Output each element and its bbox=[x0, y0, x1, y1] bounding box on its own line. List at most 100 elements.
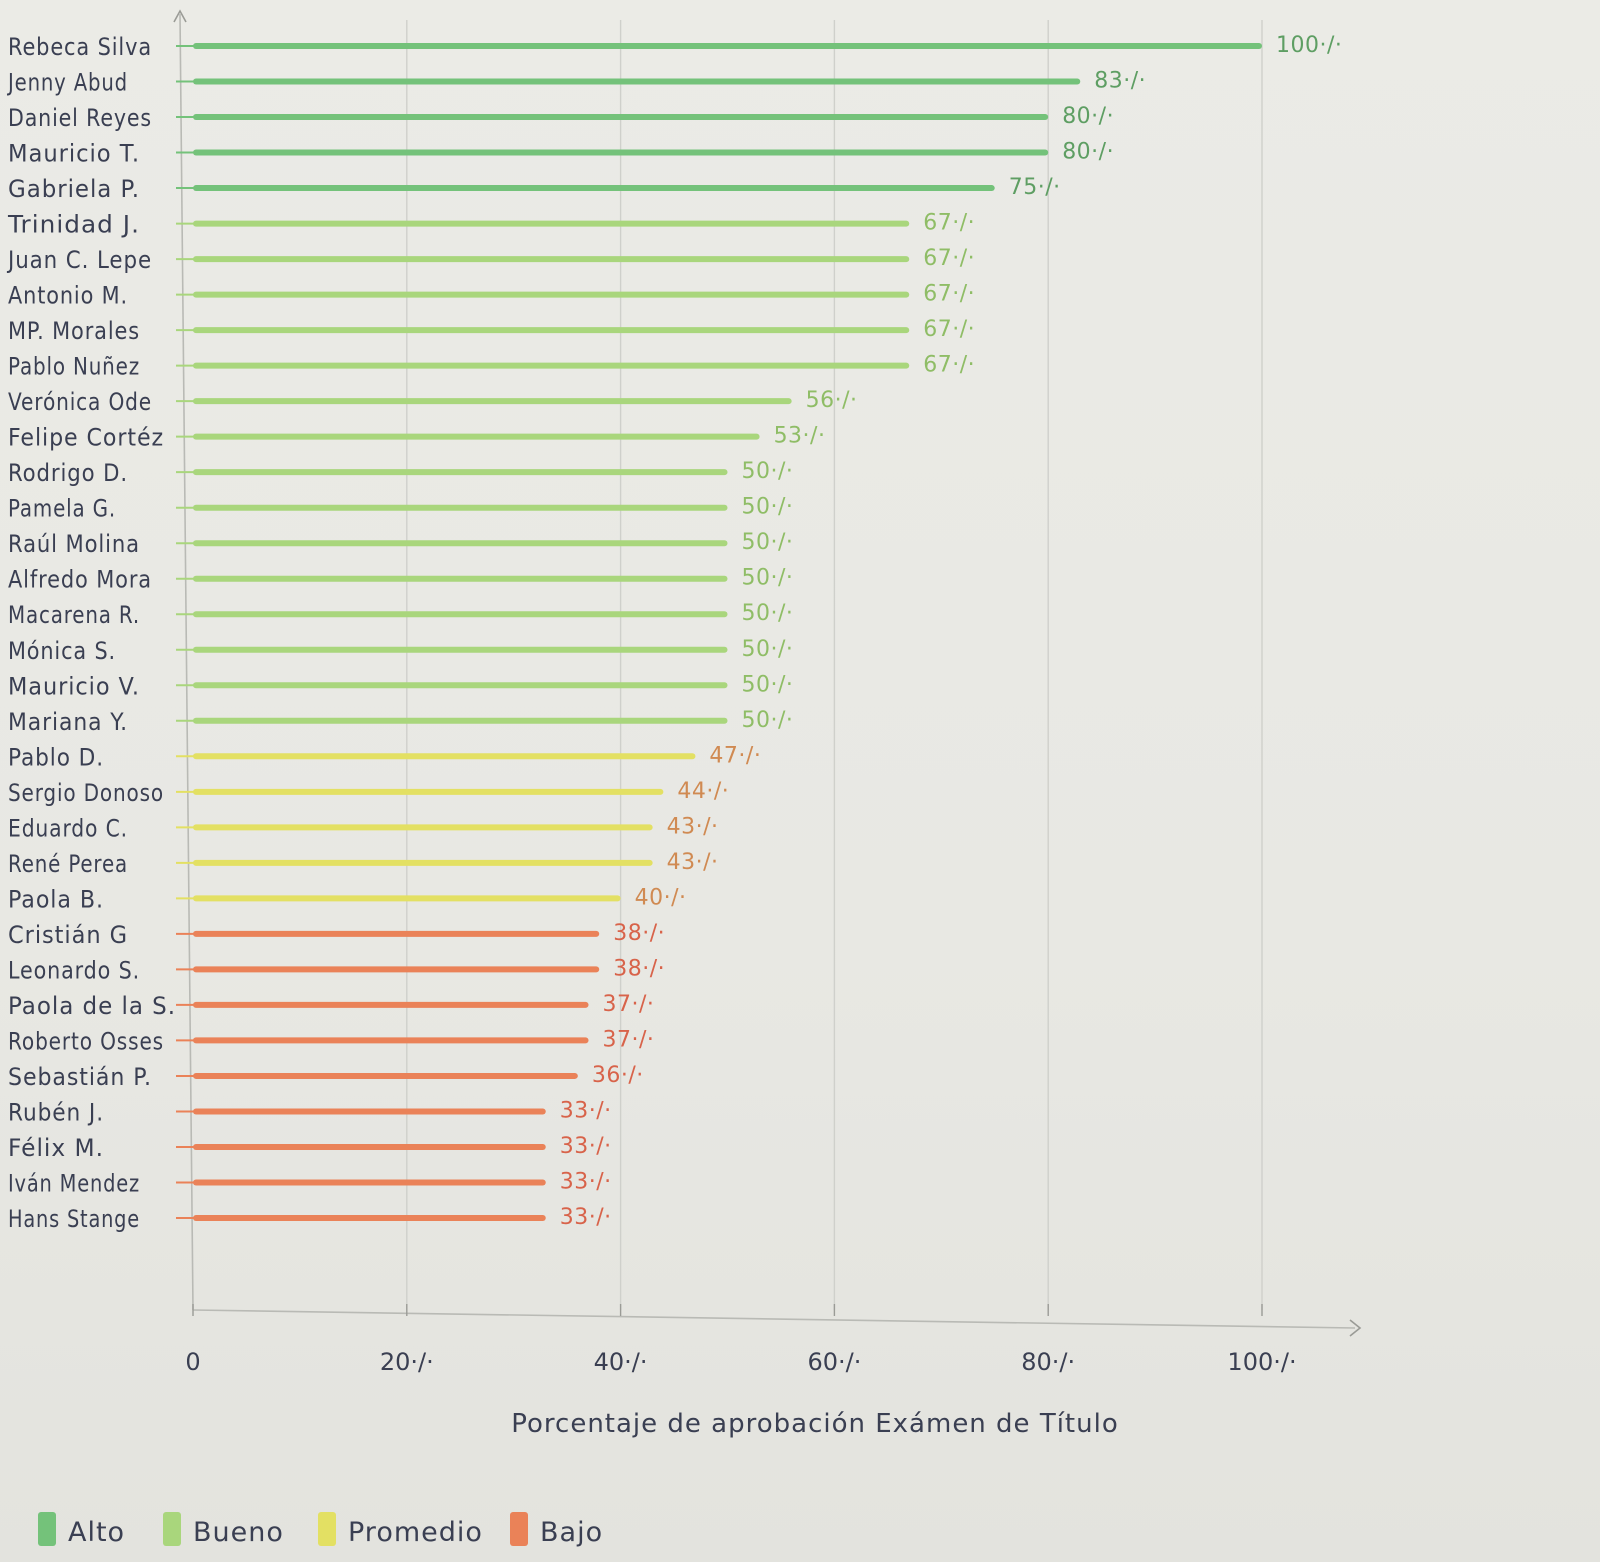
bar bbox=[193, 930, 600, 937]
category-label: Rubén J. bbox=[8, 1098, 104, 1126]
data-labels: 100·/·83·/·80·/·80·/·75·/·67·/·67·/·67·/… bbox=[560, 33, 1342, 1230]
grid-lines bbox=[406, 20, 1263, 1310]
bar bbox=[193, 256, 910, 263]
category-label: MP. Morales bbox=[8, 317, 140, 345]
bar bbox=[193, 611, 728, 618]
data-label: 80·/· bbox=[1062, 140, 1114, 165]
bar bbox=[193, 1215, 546, 1221]
bar bbox=[193, 291, 910, 298]
legend-swatch bbox=[510, 1512, 528, 1546]
x-axis-arrow bbox=[1349, 1319, 1362, 1337]
x-tick-label: 60·/· bbox=[807, 1348, 861, 1376]
legend-label: Promedio bbox=[348, 1517, 483, 1548]
bar bbox=[193, 895, 621, 902]
category-label: Hans Stange bbox=[8, 1205, 140, 1233]
bar bbox=[193, 788, 664, 795]
data-label: 50·/· bbox=[742, 566, 794, 591]
category-label: Daniel Reyes bbox=[8, 104, 152, 132]
x-axis-title: Porcentaje de aprobación Exámen de Títul… bbox=[511, 1409, 1118, 1439]
category-label: Felipe Cortéz bbox=[8, 424, 164, 452]
bar bbox=[193, 1001, 589, 1008]
data-label: 50·/· bbox=[742, 708, 794, 733]
bar bbox=[193, 149, 1049, 156]
bar bbox=[193, 43, 1262, 49]
category-label: Cristián G bbox=[8, 921, 128, 949]
category-label: Eduardo C. bbox=[8, 814, 128, 842]
x-tick-label: 20·/· bbox=[380, 1348, 434, 1376]
category-label: Sergio Donoso bbox=[8, 779, 164, 807]
bar bbox=[193, 362, 910, 369]
bar bbox=[193, 433, 760, 440]
bar bbox=[193, 469, 728, 476]
bar bbox=[193, 540, 728, 547]
bar bbox=[193, 1108, 546, 1115]
data-label: 50·/· bbox=[742, 459, 794, 484]
x-axis-line bbox=[192, 1309, 1356, 1329]
axes bbox=[173, 9, 1362, 1337]
bar bbox=[193, 327, 910, 334]
category-label: Rodrigo D. bbox=[8, 459, 128, 487]
x-tick-label: 80·/· bbox=[1021, 1348, 1075, 1376]
category-label: Antonio M. bbox=[8, 282, 128, 310]
category-label: Pablo D. bbox=[8, 743, 104, 771]
data-label: 56·/· bbox=[806, 388, 858, 413]
category-label: Jenny Abud bbox=[6, 69, 128, 97]
legend-swatch bbox=[38, 1512, 56, 1546]
data-label: 33·/· bbox=[560, 1134, 612, 1159]
x-tick-label: 100·/· bbox=[1227, 1348, 1296, 1376]
bar bbox=[193, 1143, 546, 1150]
data-label: 37·/· bbox=[603, 992, 655, 1017]
category-label: Verónica Ode bbox=[8, 388, 152, 416]
bar bbox=[193, 1072, 578, 1079]
data-label: 67·/· bbox=[923, 353, 975, 378]
y-axis-line bbox=[179, 13, 194, 1311]
data-label: 50·/· bbox=[742, 530, 794, 555]
category-label: Félix M. bbox=[8, 1134, 104, 1162]
legend-swatch bbox=[163, 1512, 181, 1546]
x-tick-label: 40·/· bbox=[594, 1348, 648, 1376]
category-label: Mauricio T. bbox=[8, 140, 140, 168]
data-label: 100·/· bbox=[1276, 33, 1342, 58]
data-label: 50·/· bbox=[742, 672, 794, 697]
y-axis-arrow bbox=[173, 9, 187, 23]
category-label: Mauricio V. bbox=[8, 672, 140, 700]
legend-label: Bajo bbox=[540, 1517, 603, 1548]
bars bbox=[176, 43, 1262, 1221]
data-label: 43·/· bbox=[667, 814, 719, 839]
category-label: René Perea bbox=[8, 850, 128, 878]
data-label: 43·/· bbox=[667, 850, 719, 875]
data-label: 36·/· bbox=[592, 1063, 644, 1088]
legend-label: Bueno bbox=[193, 1517, 284, 1548]
data-label: 38·/· bbox=[613, 921, 665, 946]
category-label: Mariana Y. bbox=[8, 708, 128, 736]
data-label: 80·/· bbox=[1062, 104, 1114, 129]
data-label: 47·/· bbox=[709, 743, 761, 768]
category-label: Sebastián P. bbox=[8, 1063, 152, 1091]
bar bbox=[193, 78, 1081, 85]
legend-label: Alto bbox=[68, 1517, 125, 1548]
category-label: Macarena R. bbox=[8, 601, 140, 629]
data-label: 50·/· bbox=[742, 637, 794, 662]
legend-swatch bbox=[318, 1512, 336, 1546]
data-label: 67·/· bbox=[923, 317, 975, 342]
category-label: Juan C. Lepe bbox=[6, 246, 152, 274]
category-label: Iván Mendez bbox=[8, 1169, 140, 1197]
bar bbox=[193, 1037, 589, 1044]
data-label: 37·/· bbox=[603, 1027, 655, 1052]
data-label: 33·/· bbox=[560, 1169, 612, 1194]
data-label: 67·/· bbox=[923, 282, 975, 307]
bar bbox=[193, 646, 728, 653]
bar bbox=[193, 824, 653, 831]
bar bbox=[193, 504, 728, 511]
data-label: 50·/· bbox=[742, 601, 794, 626]
legend: Alto Bueno Promedio Bajo bbox=[38, 1512, 603, 1548]
bar bbox=[193, 398, 792, 405]
bar bbox=[193, 1179, 546, 1186]
bar bbox=[193, 185, 995, 192]
data-label: 33·/· bbox=[560, 1205, 612, 1230]
data-label: 67·/· bbox=[923, 246, 975, 271]
category-label: Pamela G. bbox=[8, 495, 116, 523]
category-label: Mónica S. bbox=[8, 637, 116, 665]
category-label: Pablo Nuñez bbox=[8, 353, 140, 381]
